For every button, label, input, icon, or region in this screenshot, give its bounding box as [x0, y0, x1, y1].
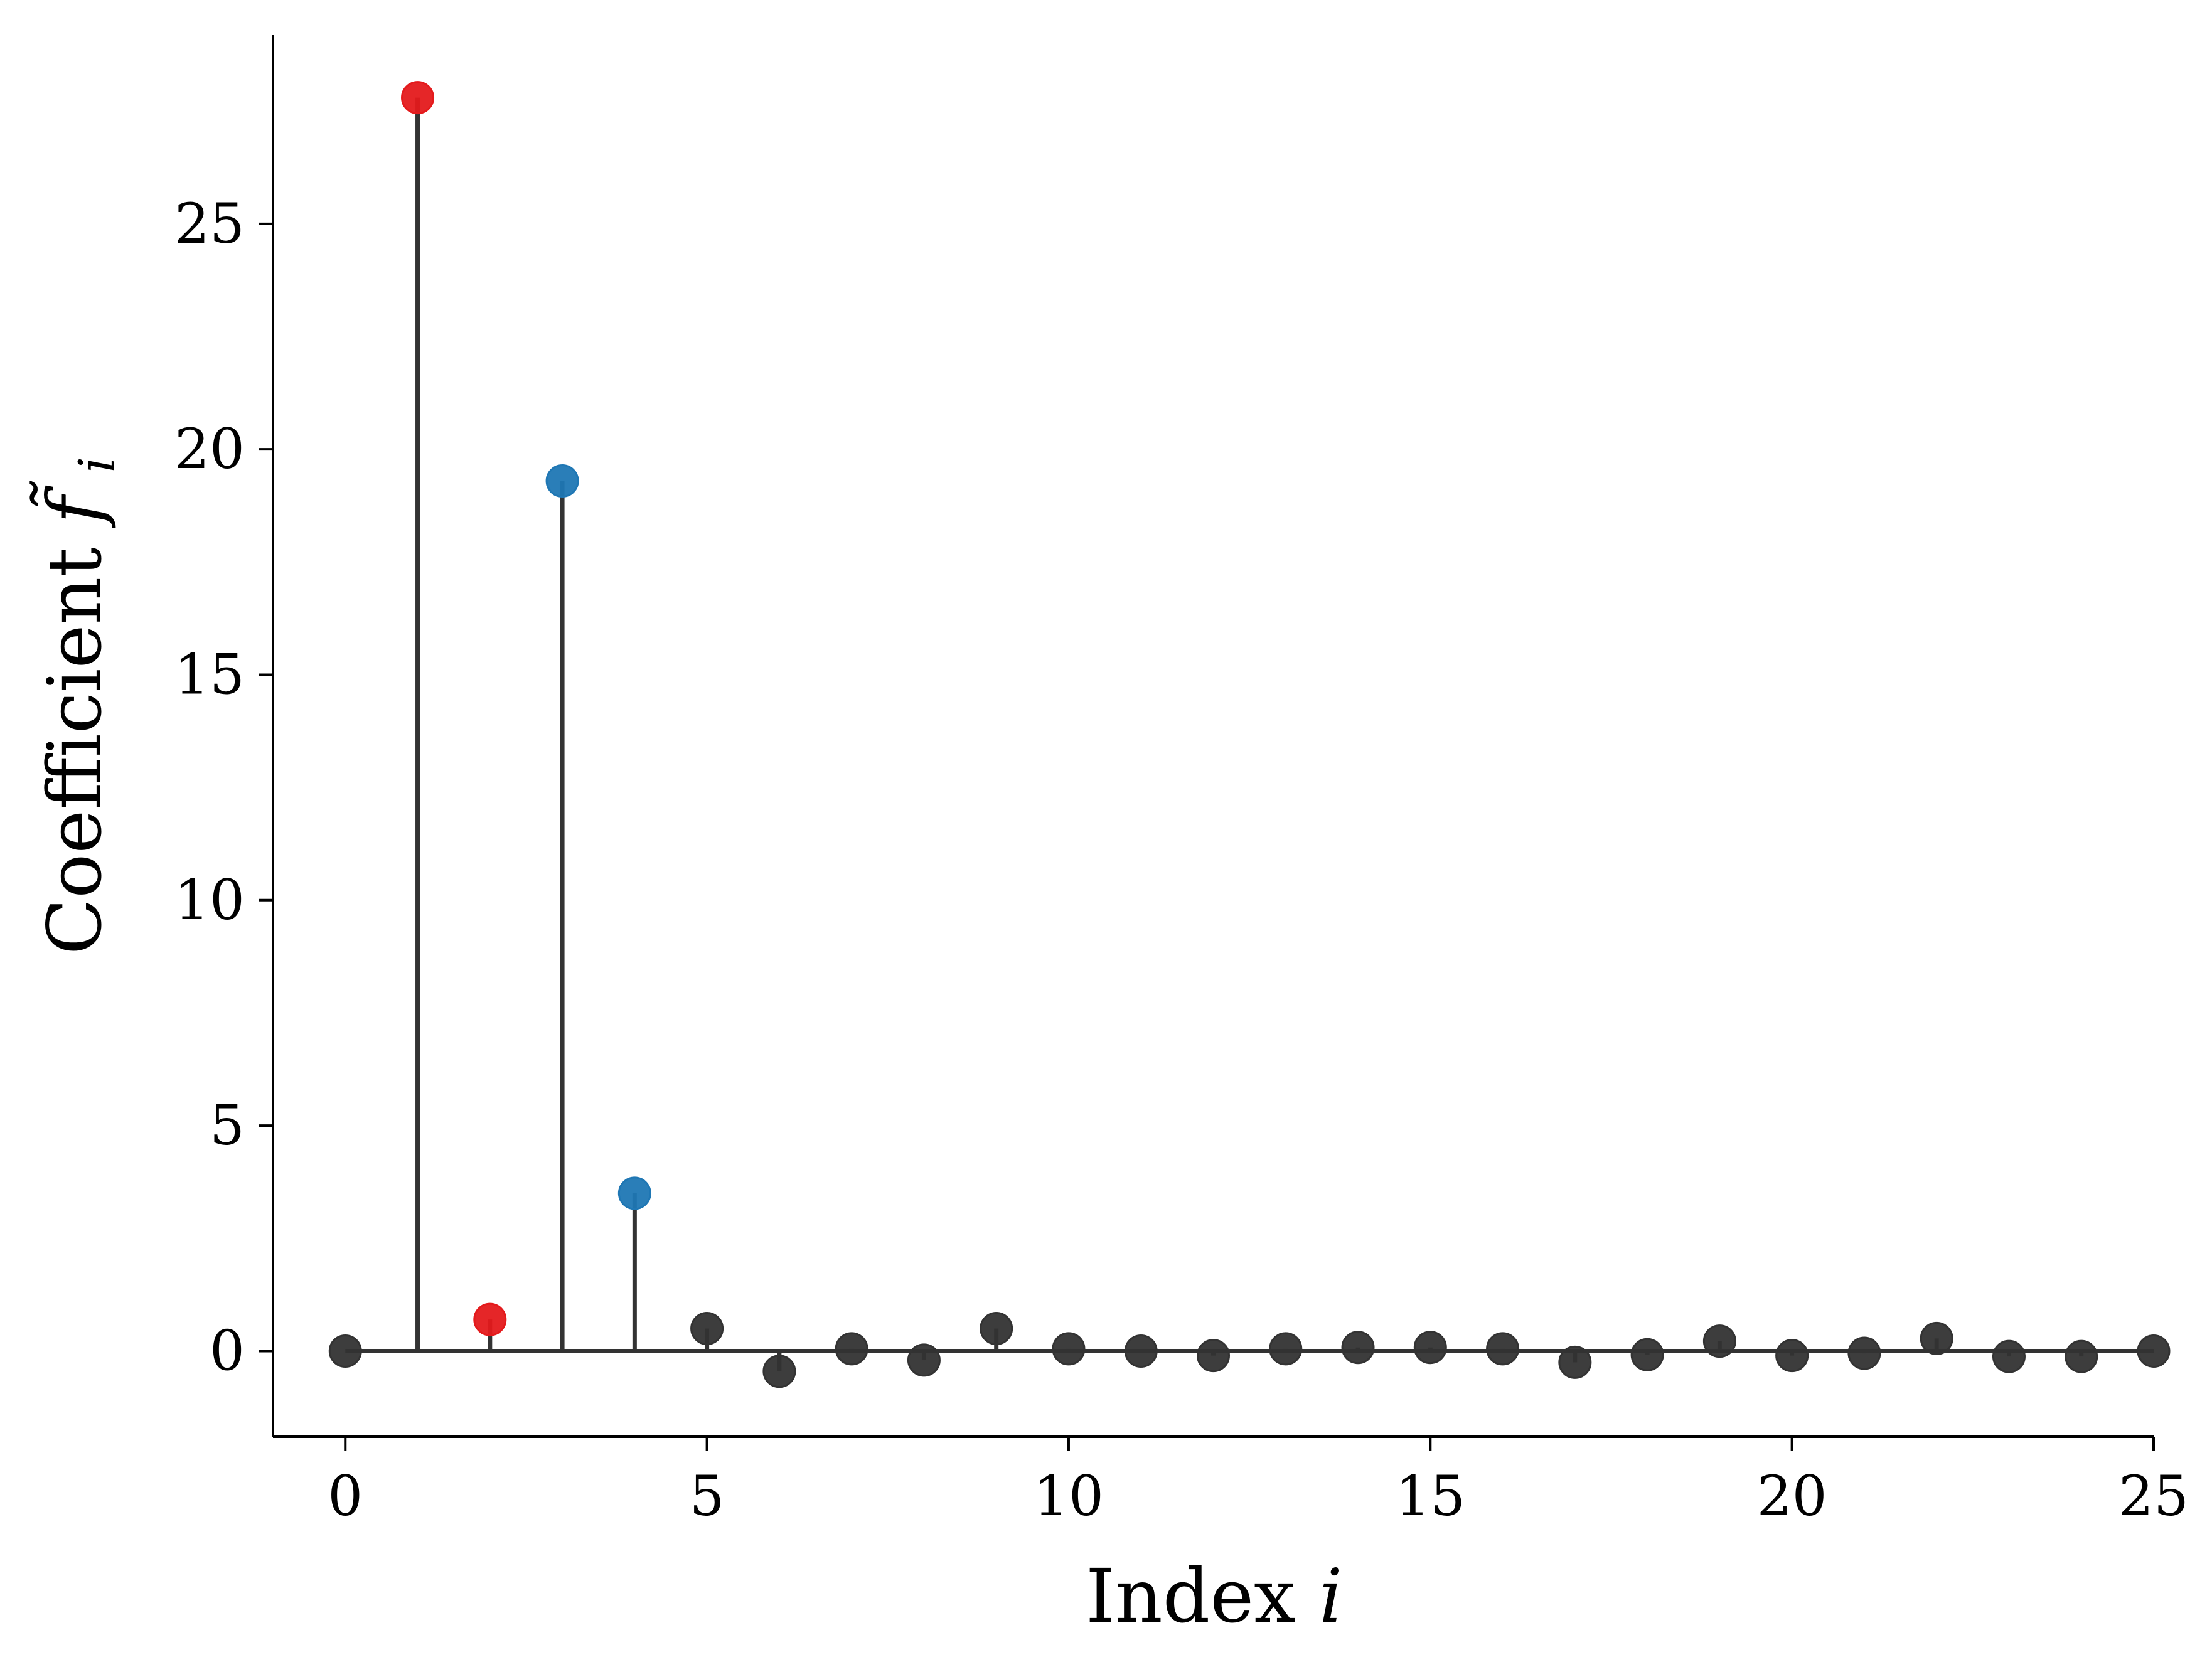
stem-marker	[907, 1343, 941, 1377]
y-tick-label: 10	[174, 868, 245, 932]
stem-marker	[1341, 1331, 1375, 1365]
stem-marker	[1052, 1332, 1086, 1366]
stem-marker	[1197, 1339, 1230, 1373]
x-axis-title-var: i	[1319, 1553, 1343, 1639]
stem-marker	[1847, 1336, 1881, 1370]
stem-marker	[1702, 1324, 1736, 1358]
x-tick-label: 5	[690, 1464, 725, 1528]
y-ticks: 0 5 10 15 20 25	[174, 191, 273, 1383]
stem-marker	[2065, 1339, 2098, 1373]
stem-marker	[617, 1176, 651, 1210]
stem-marker	[762, 1355, 796, 1388]
plot-area	[328, 81, 2171, 1388]
stem-marker	[1269, 1332, 1303, 1366]
x-tick-label: 20	[1757, 1464, 1827, 1528]
stem-marker	[328, 1334, 362, 1368]
y-axis-title-var: f̃	[29, 480, 118, 528]
stem-marker	[401, 81, 435, 115]
x-axis-title-text: Index	[1086, 1553, 1296, 1639]
stem-marker	[1775, 1339, 1809, 1373]
stem-marker	[690, 1312, 724, 1346]
stem-marker	[1558, 1345, 1592, 1379]
y-tick-label: 20	[174, 417, 245, 481]
y-axis-title: Coefficient f̃ i	[29, 457, 126, 955]
x-axis-title: Index i	[1086, 1553, 1343, 1639]
x-tick-label: 15	[1395, 1464, 1465, 1528]
x-tick-label: 10	[1034, 1464, 1104, 1528]
stem-marker	[1920, 1321, 1953, 1355]
y-tick-label: 0	[210, 1318, 245, 1383]
x-tick-label: 0	[328, 1464, 363, 1528]
x-ticks: 0 5 10 15 20 25	[328, 1437, 2189, 1528]
stem-marker	[473, 1302, 507, 1336]
y-axis-title-text: Coefficient	[31, 547, 118, 955]
stem-marker	[1413, 1331, 1447, 1365]
stem-marker	[1992, 1339, 2026, 1373]
axes	[272, 35, 2154, 1438]
x-tick-label: 25	[2118, 1464, 2189, 1528]
y-tick-label: 25	[174, 191, 245, 256]
stem-marker	[545, 464, 579, 498]
stem-marker	[1630, 1338, 1664, 1371]
stem-marker	[1486, 1332, 1520, 1366]
stem-marker	[835, 1332, 868, 1366]
stem-marker	[1124, 1334, 1158, 1368]
stem-marker	[980, 1312, 1013, 1346]
y-axis-title-sub: i	[68, 457, 126, 473]
y-tick-label: 15	[174, 642, 245, 706]
stem-marker	[2137, 1334, 2171, 1368]
y-tick-label: 5	[210, 1093, 245, 1158]
